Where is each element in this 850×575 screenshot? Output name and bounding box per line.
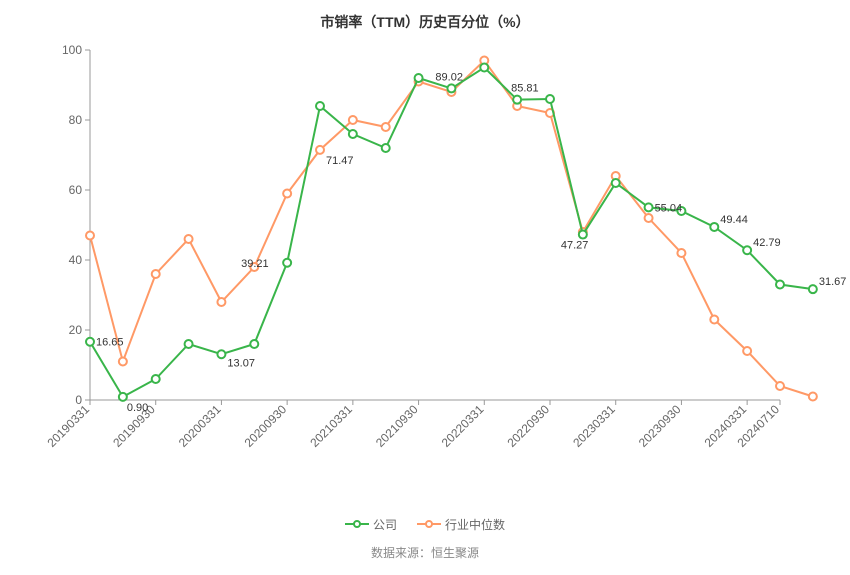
series-marker	[809, 393, 817, 401]
data-label: 55.04	[655, 202, 683, 214]
series-marker	[743, 347, 751, 355]
series-marker	[316, 102, 324, 110]
series-marker	[743, 246, 751, 254]
svg-text:20200331: 20200331	[176, 402, 224, 450]
series-marker	[349, 116, 357, 124]
series-marker	[185, 235, 193, 243]
series-marker	[579, 231, 587, 239]
series-marker	[710, 223, 718, 231]
series-marker	[119, 358, 127, 366]
legend-swatch	[417, 518, 441, 530]
svg-text:20230930: 20230930	[636, 402, 684, 450]
series-marker	[250, 340, 258, 348]
legend-item: 公司	[345, 516, 397, 533]
data-label: 39.21	[241, 258, 269, 270]
svg-text:20210930: 20210930	[373, 402, 421, 450]
svg-text:20220930: 20220930	[504, 402, 552, 450]
series-marker	[283, 190, 291, 198]
legend-label: 行业中位数	[445, 516, 505, 533]
series-marker	[86, 338, 94, 346]
svg-text:20190331: 20190331	[44, 402, 92, 450]
series-marker	[776, 382, 784, 390]
series-marker	[349, 130, 357, 138]
series-line-0	[90, 68, 813, 397]
data-label: 49.44	[720, 214, 748, 226]
data-label: 47.27	[561, 240, 589, 252]
chart-svg: 0204060801002019033120190930202003312020…	[0, 0, 850, 575]
series-marker	[217, 298, 225, 306]
series-marker	[152, 375, 160, 383]
series-marker	[612, 179, 620, 187]
data-label: 89.02	[435, 71, 463, 83]
series-marker	[119, 393, 127, 401]
series-marker	[382, 144, 390, 152]
series-marker	[513, 96, 521, 104]
series-marker	[546, 95, 554, 103]
svg-text:20230331: 20230331	[570, 402, 618, 450]
legend-swatch	[345, 518, 369, 530]
series-marker	[152, 270, 160, 278]
svg-text:100: 100	[62, 43, 82, 57]
series-marker	[645, 214, 653, 222]
svg-text:40: 40	[69, 253, 83, 267]
svg-text:20220331: 20220331	[439, 402, 487, 450]
svg-text:60: 60	[69, 183, 83, 197]
series-marker	[776, 281, 784, 289]
series-marker	[415, 74, 423, 82]
series-marker	[710, 316, 718, 324]
data-label: 71.47	[326, 155, 354, 167]
series-marker	[480, 64, 488, 72]
series-marker	[447, 84, 455, 92]
svg-text:20200930: 20200930	[242, 402, 290, 450]
data-label: 85.81	[511, 83, 539, 95]
series-marker	[217, 350, 225, 358]
series-marker	[809, 285, 817, 293]
svg-text:20210331: 20210331	[307, 402, 355, 450]
data-label: 16.65	[96, 337, 124, 349]
series-marker	[283, 259, 291, 267]
svg-text:20: 20	[69, 323, 83, 337]
legend-item: 行业中位数	[417, 516, 505, 533]
series-marker	[645, 203, 653, 211]
series-marker	[316, 146, 324, 154]
data-label: 42.79	[753, 237, 781, 249]
series-marker	[86, 232, 94, 240]
series-marker	[185, 340, 193, 348]
data-label: 31.67	[819, 276, 847, 288]
data-label: 13.07	[227, 357, 255, 369]
data-label: 0.90	[127, 402, 148, 414]
data-source: 数据来源：恒生聚源	[0, 544, 850, 561]
series-marker	[677, 249, 685, 257]
chart-container: 市销率（TTM）历史百分位（%） 02040608010020190331201…	[0, 0, 850, 575]
legend: 公司 行业中位数	[0, 516, 850, 534]
series-marker	[382, 123, 390, 131]
legend-label: 公司	[373, 516, 397, 533]
svg-text:80: 80	[69, 113, 83, 127]
